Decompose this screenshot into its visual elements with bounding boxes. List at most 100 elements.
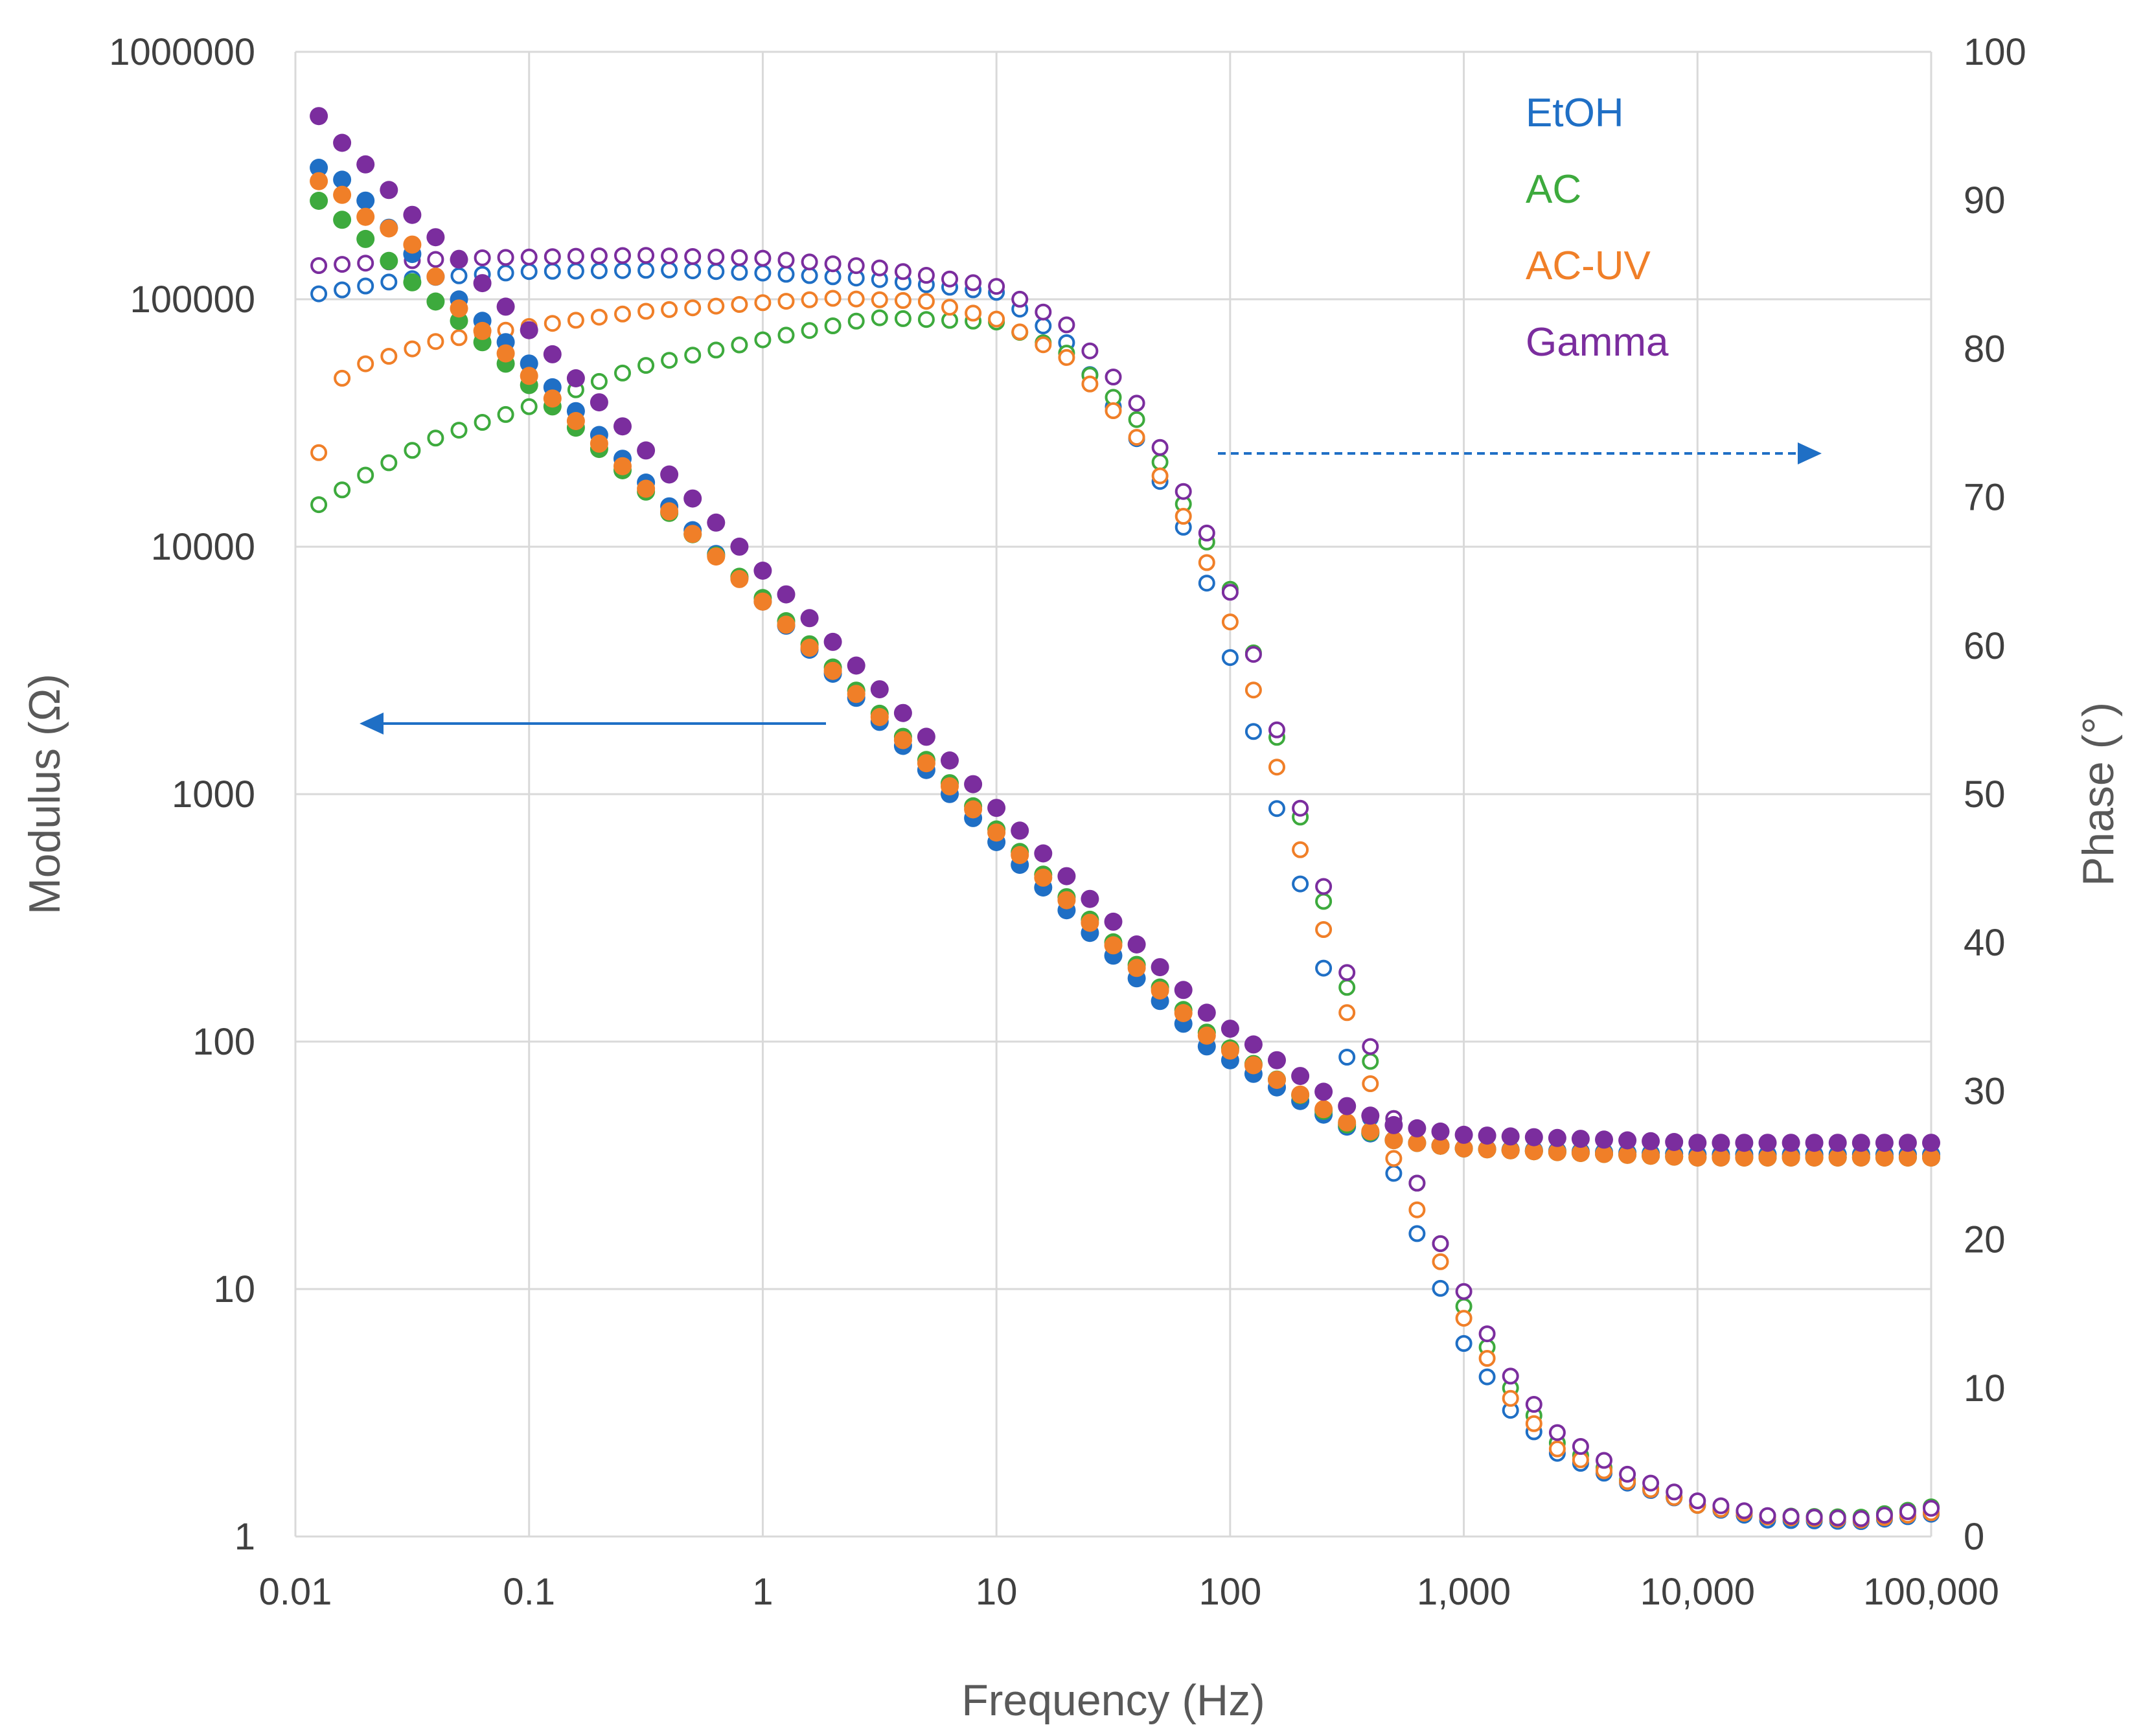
legend-label-gamma: Gamma xyxy=(1526,320,1669,365)
phase-point-ac-uv xyxy=(1058,348,1075,366)
phase-point-gamma xyxy=(1128,394,1145,412)
phase-point-ac xyxy=(1151,453,1169,471)
phase-point-etoh xyxy=(1221,649,1239,667)
phase-point-ac-uv xyxy=(567,312,584,329)
phase-point-ac xyxy=(520,398,538,415)
phase-point-gamma xyxy=(1899,1503,1916,1520)
phase-point-ac xyxy=(310,496,328,514)
modulus-point-ac-uv xyxy=(1688,1148,1707,1167)
modulus-point-ac-uv xyxy=(823,661,842,680)
phase-point-ac-uv xyxy=(637,303,655,320)
phase-point-etoh xyxy=(1408,1225,1426,1242)
modulus-point-gamma xyxy=(1805,1134,1824,1152)
phase-point-gamma xyxy=(661,247,678,265)
phase-point-ac-uv xyxy=(1455,1310,1473,1327)
modulus-point-gamma xyxy=(1898,1134,1917,1152)
modulus-point-gamma xyxy=(1922,1134,1940,1152)
modulus-point-gamma xyxy=(1174,981,1193,999)
modulus-point-ac-uv xyxy=(1151,981,1169,1000)
phase-point-ac xyxy=(661,352,678,369)
phase-point-ac-uv xyxy=(1221,613,1239,631)
modulus-point-ac xyxy=(333,211,352,229)
modulus-point-ac-uv xyxy=(520,367,538,385)
modulus-point-gamma xyxy=(1127,935,1146,954)
y-left-tick-label: 1000 xyxy=(172,773,255,816)
phase-point-ac-uv xyxy=(1105,402,1122,419)
phase-point-gamma xyxy=(777,251,795,269)
modulus-point-ac-uv xyxy=(403,235,422,254)
phase-point-ac xyxy=(1128,411,1145,428)
modulus-point-gamma xyxy=(660,465,679,484)
y-right-tick-label: 10 xyxy=(1964,1367,2006,1410)
modulus-point-gamma xyxy=(543,345,562,363)
modulus-point-ac-uv xyxy=(1338,1113,1357,1132)
modulus-point-ac-uv xyxy=(1174,1004,1193,1022)
modulus-point-gamma xyxy=(1758,1134,1777,1152)
modulus-point-etoh xyxy=(356,191,375,210)
modulus-point-ac-uv xyxy=(1221,1041,1239,1060)
phase-point-gamma xyxy=(1221,584,1239,601)
x-tick-label: 1 xyxy=(752,1571,773,1613)
phase-point-etoh xyxy=(1478,1368,1496,1386)
phase-point-ac-uv xyxy=(847,290,865,308)
y-left-axis-title: Modulus (Ω) xyxy=(20,674,69,915)
y-left-tick-label: 100 xyxy=(192,1021,255,1063)
modulus-point-gamma xyxy=(1478,1126,1496,1145)
modulus-point-ac-uv xyxy=(1735,1148,1754,1167)
modulus-point-ac-uv xyxy=(893,731,912,749)
phase-point-gamma xyxy=(1292,799,1309,817)
modulus-point-ac-uv xyxy=(1665,1147,1684,1166)
y-left-tick-label: 1 xyxy=(235,1516,255,1558)
phase-point-ac-uv xyxy=(310,444,328,461)
modulus-point-gamma xyxy=(1782,1134,1800,1152)
phase-point-ac-uv xyxy=(544,315,561,332)
modulus-point-etoh xyxy=(333,170,352,189)
phase-point-gamma xyxy=(801,253,818,271)
modulus-point-ac-uv xyxy=(1454,1139,1473,1158)
modulus-point-ac-uv xyxy=(380,219,398,238)
modulus-point-gamma xyxy=(1548,1128,1566,1147)
modulus-point-gamma xyxy=(1712,1134,1730,1152)
modulus-point-ac-uv xyxy=(964,800,983,819)
phase-point-etoh xyxy=(661,261,678,279)
modulus-point-ac-uv xyxy=(1898,1148,1917,1167)
modulus-point-gamma xyxy=(333,133,352,152)
phase-point-ac-uv xyxy=(334,369,351,387)
phase-point-gamma xyxy=(1923,1500,1940,1517)
modulus-point-gamma xyxy=(1314,1082,1333,1101)
phase-point-ac-uv xyxy=(1175,508,1192,525)
modulus-point-gamma xyxy=(1618,1131,1637,1150)
modulus-point-gamma xyxy=(310,107,328,126)
phase-point-gamma xyxy=(1875,1507,1893,1524)
modulus-point-gamma xyxy=(403,205,422,224)
modulus-point-gamma xyxy=(1828,1134,1847,1152)
y-right-axis-title: Phase (°) xyxy=(2074,702,2123,886)
modulus-point-gamma xyxy=(613,417,632,436)
phase-series-layer xyxy=(310,247,1940,1530)
phase-point-etoh xyxy=(1198,575,1215,592)
phase-point-gamma xyxy=(1478,1325,1496,1343)
phase-point-ac-uv xyxy=(824,290,842,307)
phase-point-gamma xyxy=(824,255,842,273)
phase-point-ac-uv xyxy=(450,329,468,347)
modulus-point-ac-uv xyxy=(1501,1141,1520,1159)
phase-point-ac xyxy=(847,312,865,330)
phase-point-gamma xyxy=(544,248,561,266)
phase-point-etoh xyxy=(567,262,584,280)
phase-point-ac xyxy=(497,405,514,423)
phase-point-gamma xyxy=(1829,1509,1846,1527)
modulus-point-ac-uv xyxy=(543,389,562,408)
y-left-tick-label: 10 xyxy=(213,1268,255,1310)
modulus-point-gamma xyxy=(730,537,749,556)
phase-point-gamma xyxy=(1011,290,1029,308)
modulus-point-ac-uv xyxy=(777,615,796,634)
modulus-point-ac-uv xyxy=(426,268,445,286)
modulus-point-ac-uv xyxy=(917,754,935,773)
phase-point-ac-uv xyxy=(988,310,1005,328)
phase-point-etoh xyxy=(1432,1279,1449,1297)
phase-point-ac xyxy=(1315,893,1333,910)
phase-point-ac xyxy=(824,317,842,334)
phase-point-ac-uv xyxy=(731,296,748,313)
phase-point-gamma xyxy=(590,247,608,264)
phase-point-etoh xyxy=(544,262,561,280)
